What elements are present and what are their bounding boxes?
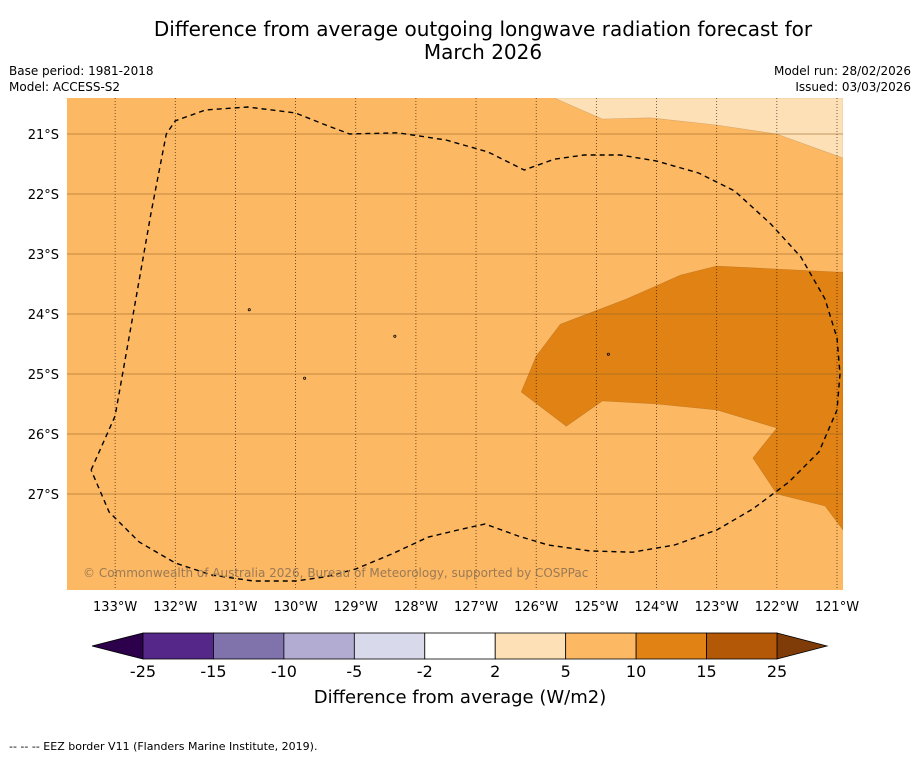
colorbar-tick-label: -5 (346, 662, 362, 681)
region-2-to-5 (554, 98, 843, 159)
meta-left: Base period: 1981-2018 Model: ACCESS-S2 (9, 63, 154, 95)
colorbar-tick-label: 5 (561, 662, 571, 681)
copyright-notice: © Commonwealth of Australia 2026, Bureau… (83, 566, 588, 580)
colorbar-bin (706, 632, 778, 660)
longitude-tick-label: 126°W (514, 600, 558, 615)
graticule (67, 98, 843, 590)
colorbar: -25 -15 -10 -5 -2 2 5 10 15 25 (91, 632, 829, 681)
eez-border-line (90, 106, 841, 582)
footer-note: -- -- -- EEZ border V11 (Flanders Marine… (9, 740, 318, 753)
longitude-tick-label: 131°W (213, 600, 257, 615)
colorbar-bin (283, 632, 355, 660)
colorbar-tick-label: -10 (271, 662, 297, 681)
longitude-tick-label: 127°W (454, 600, 498, 615)
title-line-2: March 2026 (423, 40, 543, 64)
colorbar-label: Difference from average (W/m2) (314, 687, 606, 708)
longitude-ticks: 133°W 132°W 131°W 130°W 129°W 128°W 127°W 126°W… (93, 600, 859, 615)
latitude-tick-label: 21°S (28, 128, 59, 143)
latitude-tick-label: 24°S (28, 308, 59, 323)
colorbar-tick-label: -25 (130, 662, 156, 681)
latitude-tick-label: 23°S (28, 248, 59, 263)
island-marker (393, 334, 397, 338)
longitude-tick-label: 128°W (394, 600, 438, 615)
latitude-tick-label: 25°S (28, 368, 59, 383)
island-marker (606, 352, 610, 356)
title-line-1: Difference from average outgoing longwav… (153, 17, 813, 41)
colorbar-bin (213, 632, 285, 660)
longitude-tick-label: 124°W (634, 600, 678, 615)
meta-right: Model run: 28/02/2026 Issued: 03/03/2026 (774, 63, 911, 95)
colorbar-tick-label: 2 (490, 662, 500, 681)
colorbar-bin (142, 632, 214, 660)
base-period: Base period: 1981-2018 (9, 64, 154, 78)
colorbar-tick-label: -15 (200, 662, 226, 681)
longitude-tick-label: 133°W (93, 600, 137, 615)
latitude-ticks: 21°S 22°S 23°S 24°S 25°S 26°S 27°S (28, 128, 59, 503)
colorbar-extend-high (776, 632, 829, 660)
colorbar-tick-label: 25 (767, 662, 787, 681)
model-run: Model run: 28/02/2026 (773, 64, 911, 78)
colorbar-bin (424, 632, 496, 660)
colorbar-tick-label: 15 (696, 662, 716, 681)
colorbar-bin (494, 632, 567, 660)
chart-title: Difference from average outgoing longwav… (0, 18, 919, 64)
colorbar-bin (565, 632, 637, 660)
longitude-tick-label: 121°W (815, 600, 859, 615)
longitude-tick-label: 123°W (695, 600, 739, 615)
island-marker (247, 308, 251, 312)
longitude-tick-label: 132°W (153, 600, 197, 615)
island-marker (303, 376, 307, 380)
longitude-tick-label: 122°W (755, 600, 799, 615)
colorbar-tick-label: -2 (417, 662, 433, 681)
colorbar-extend-low (91, 632, 144, 660)
latitude-tick-label: 22°S (28, 188, 59, 203)
longitude-tick-label: 125°W (574, 600, 618, 615)
colorbar-tick-label: 10 (626, 662, 646, 681)
longitude-tick-label: 129°W (334, 600, 378, 615)
model-name: Model: ACCESS-S2 (9, 80, 121, 94)
colorbar-bin (353, 632, 426, 660)
issued-date: Issued: 03/03/2026 (795, 80, 911, 94)
latitude-tick-label: 27°S (28, 488, 59, 503)
colorbar-bin (635, 632, 707, 660)
latitude-tick-label: 26°S (28, 428, 59, 443)
longitude-tick-label: 130°W (274, 600, 318, 615)
small-features (247, 308, 610, 380)
